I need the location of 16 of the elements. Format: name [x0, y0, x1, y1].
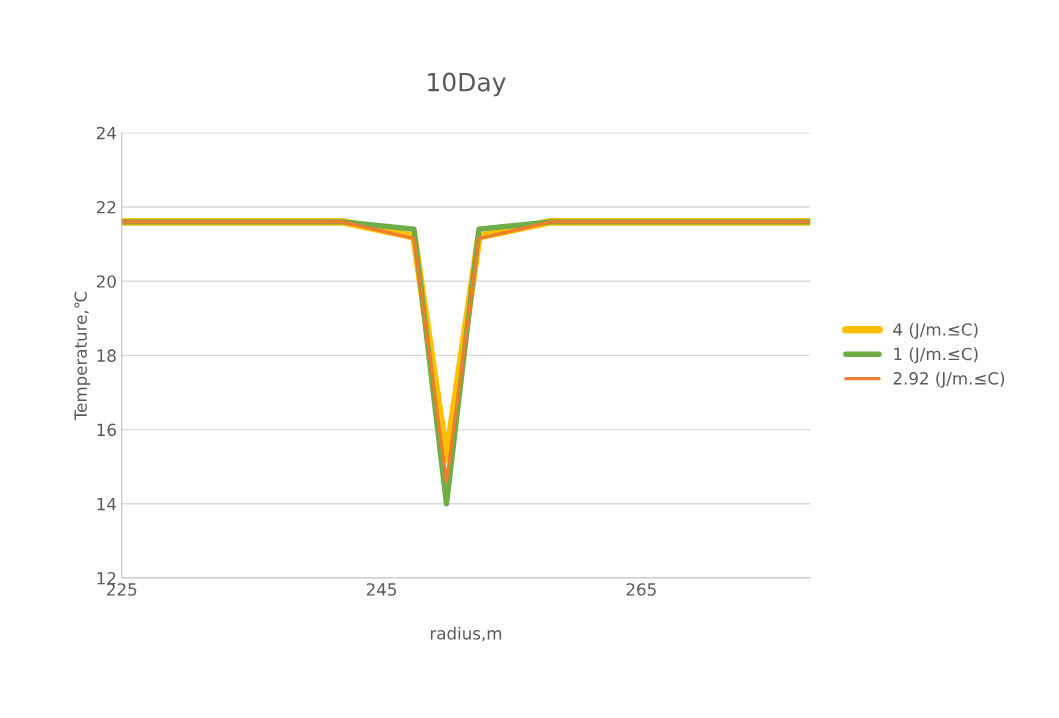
y-tick-label: 12: [97, 571, 116, 585]
x-tick-label: 265: [626, 583, 656, 596]
y-tick-label: 14: [97, 497, 116, 511]
x-axis-title: radius,m: [430, 626, 502, 642]
legend-label: 2.92 (J/m.≤C): [893, 371, 1005, 388]
legend-label: 1 (J/m.≤C): [894, 347, 978, 364]
y-tick-label: 16: [97, 423, 116, 437]
x-tick-label: 225: [107, 583, 137, 596]
y-tick-label: 20: [96, 275, 116, 288]
y-tick-label: 22: [96, 200, 116, 214]
y-tick-label: 18: [97, 349, 116, 362]
legend-label: 4 (J/m.≤C): [893, 322, 978, 339]
y-axis-title: Temperature,℃: [74, 291, 91, 421]
chart-title: 10Day: [428, 72, 506, 97]
x-tick-label: 245: [366, 583, 396, 596]
y-tick-label: 24: [96, 126, 116, 140]
